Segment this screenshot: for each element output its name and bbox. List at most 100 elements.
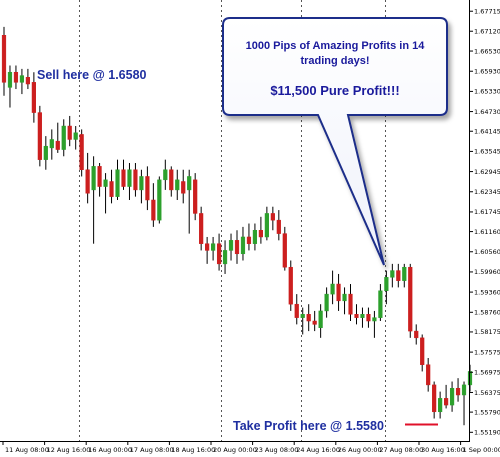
candle-body-down <box>133 169 138 191</box>
candle-body-up <box>61 125 66 150</box>
y-tick-label: 1.64730 <box>474 108 500 116</box>
candle-body-up <box>390 270 395 278</box>
candle-body-down <box>348 293 353 315</box>
candle <box>151 183 156 227</box>
y-tick-label: 1.59360 <box>474 288 500 296</box>
candle <box>115 159 120 200</box>
candle-body-up <box>324 293 329 312</box>
candle <box>109 169 114 204</box>
y-tick-label: 1.56975 <box>474 369 500 377</box>
candle <box>390 263 395 288</box>
bubble-headline-line1: 1000 Pips of Amazing Profits in 14 <box>246 40 426 52</box>
candle <box>300 307 305 335</box>
candle-body-down <box>396 270 401 281</box>
speech-bubble-shape <box>222 17 448 266</box>
speech-bubble: 1000 Pips of Amazing Profits in 14 tradi… <box>222 17 448 266</box>
y-tick-label: 1.67715 <box>474 8 500 16</box>
candle <box>139 169 144 204</box>
candle <box>175 169 180 200</box>
candle-body-up <box>73 132 78 140</box>
candle <box>55 122 60 153</box>
candle-body-up <box>240 236 246 255</box>
candle <box>1 26 7 96</box>
candle-body-down <box>181 181 186 194</box>
sell-annotation: Sell here @ 1.6580 <box>37 68 147 82</box>
candle-body-up <box>163 169 168 181</box>
candle <box>216 233 222 271</box>
y-tick-label: 1.61745 <box>474 208 500 216</box>
candle <box>414 324 419 345</box>
candle <box>121 159 126 190</box>
candle <box>240 226 246 261</box>
x-tick-label: 23 Aug 08:00 <box>255 446 299 454</box>
x-tick-label: 18 Aug 16:00 <box>171 446 215 454</box>
candle-body-down <box>121 169 126 187</box>
candle-body-up <box>157 179 162 221</box>
candle <box>25 68 30 90</box>
x-tick-label: 26 Aug 00:00 <box>338 446 382 454</box>
candle-body-down <box>432 384 437 413</box>
y-tick-label: 1.56375 <box>474 389 500 397</box>
candle <box>324 287 329 318</box>
candle <box>222 240 228 274</box>
grid-lines <box>79 0 386 441</box>
y-tick-label: 1.64145 <box>474 128 500 136</box>
y-tick-label: 1.63545 <box>474 148 500 156</box>
candle-body-down <box>169 169 174 191</box>
candle-body-up <box>342 293 347 302</box>
candle <box>199 206 204 251</box>
candle-body-up <box>7 71 13 88</box>
x-tick-label: 20 Aug 00:00 <box>213 446 257 454</box>
candle-body-up <box>402 266 407 281</box>
y-tick-label: 1.67120 <box>474 28 500 36</box>
candle-body-up <box>318 310 323 328</box>
candle <box>234 230 240 264</box>
candle <box>348 284 353 322</box>
candle-body-down <box>199 213 204 244</box>
candle-body-up <box>330 283 335 295</box>
candle-body-up <box>264 213 269 238</box>
x-tick-label: 1 Sep 00:00 <box>463 446 500 454</box>
candle <box>354 304 359 325</box>
candle <box>61 119 66 157</box>
x-tick-label: 30 Aug 16:00 <box>421 446 465 454</box>
candle <box>228 233 234 261</box>
x-tick-label: 16 Aug 00:00 <box>88 446 132 454</box>
candle-body-up <box>43 145 48 160</box>
candle-body-down <box>109 181 114 197</box>
take-profit-annotation: Take Profit here @ 1.5580 <box>233 419 384 433</box>
candle-body-up <box>91 166 96 191</box>
candle <box>449 381 455 412</box>
candle <box>461 381 467 426</box>
candle-body-down <box>31 82 36 113</box>
candle-body-down <box>354 314 359 318</box>
candle <box>49 129 54 160</box>
candle <box>163 159 168 190</box>
candle <box>318 304 323 338</box>
candle <box>19 68 25 95</box>
candle <box>79 129 84 177</box>
candle-body-down <box>216 243 222 265</box>
candle-body-up <box>384 277 389 292</box>
candle-body-up <box>115 169 120 197</box>
y-tick-label: 1.65930 <box>474 68 500 76</box>
candle-body-down <box>234 240 240 255</box>
y-tick-label: 1.57575 <box>474 348 500 356</box>
candle <box>420 334 425 372</box>
candle <box>211 236 216 261</box>
candle <box>264 206 269 241</box>
candle-body-down <box>336 283 341 302</box>
candle <box>193 173 198 221</box>
candle-body-down <box>258 229 263 238</box>
candle-body-down <box>25 77 30 85</box>
candle <box>396 263 401 288</box>
candle <box>145 166 150 211</box>
bubble-headline-line2: trading days! <box>300 55 369 67</box>
candle-body-up <box>187 176 192 191</box>
candle-body-up <box>228 240 234 251</box>
candle <box>73 126 78 150</box>
candle-body-up <box>175 179 180 191</box>
candle-body-down <box>276 219 281 234</box>
candle-body-down <box>426 364 431 386</box>
